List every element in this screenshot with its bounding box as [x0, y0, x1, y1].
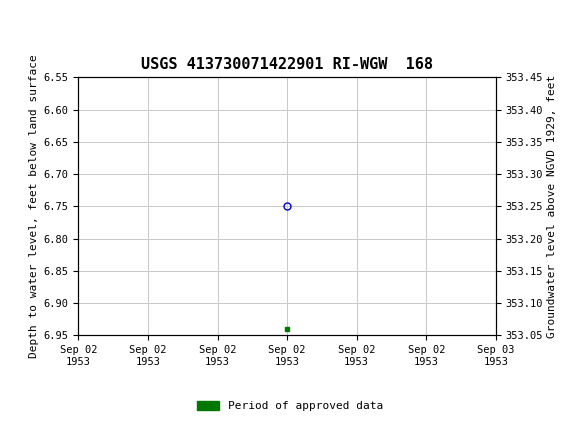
- Legend: Period of approved data: Period of approved data: [193, 397, 387, 416]
- Y-axis label: Depth to water level, feet below land surface: Depth to water level, feet below land su…: [30, 55, 39, 358]
- Title: USGS 413730071422901 RI-WGW  168: USGS 413730071422901 RI-WGW 168: [141, 57, 433, 72]
- Text: ≋USGS: ≋USGS: [3, 10, 61, 29]
- Y-axis label: Groundwater level above NGVD 1929, feet: Groundwater level above NGVD 1929, feet: [548, 75, 557, 338]
